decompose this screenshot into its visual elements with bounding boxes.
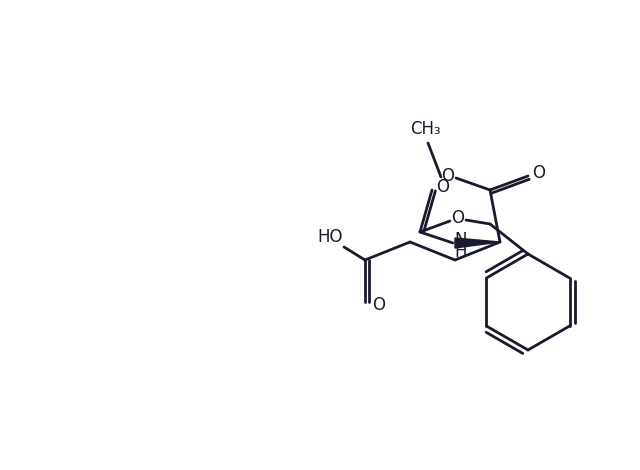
Text: N: N <box>455 231 467 249</box>
Text: O: O <box>532 164 545 182</box>
Text: O: O <box>372 296 385 314</box>
Text: HO: HO <box>317 228 343 246</box>
Text: O: O <box>442 167 454 185</box>
Text: CH₃: CH₃ <box>410 120 440 138</box>
Text: O: O <box>436 178 449 196</box>
Text: O: O <box>451 209 465 227</box>
Polygon shape <box>455 238 500 248</box>
Text: H: H <box>455 243 467 261</box>
